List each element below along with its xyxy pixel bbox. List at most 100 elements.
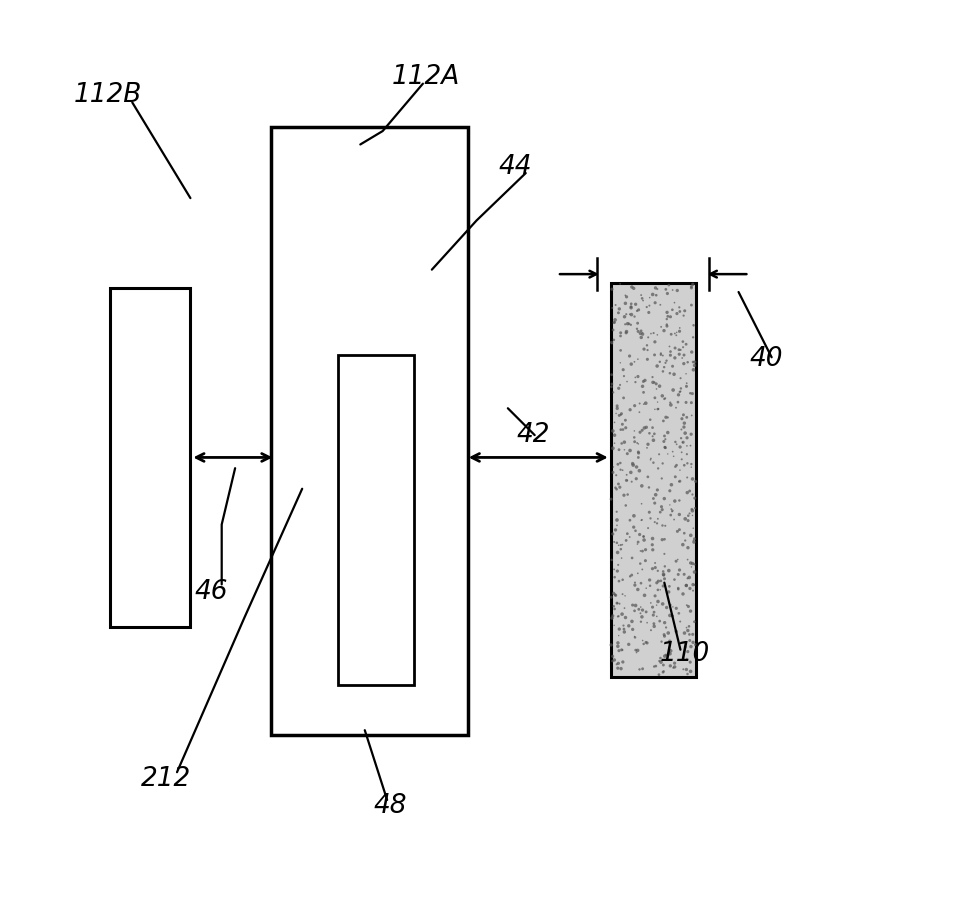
Point (673, 371, 688, 386)
Point (613, 463, 628, 477)
Point (662, 647, 678, 661)
Point (662, 396, 678, 410)
Point (676, 356, 691, 370)
Point (684, 281, 699, 295)
Point (680, 666, 695, 681)
Point (627, 524, 643, 538)
Point (686, 635, 701, 649)
Point (647, 605, 662, 619)
Point (624, 280, 640, 294)
Point (684, 427, 699, 441)
Text: 42: 42 (517, 422, 551, 448)
Point (608, 523, 623, 537)
Point (655, 665, 671, 679)
Point (619, 474, 634, 488)
Point (636, 529, 652, 544)
Point (650, 282, 665, 296)
Point (683, 528, 698, 543)
Point (672, 347, 687, 361)
Point (611, 381, 626, 396)
Point (606, 333, 621, 347)
Point (622, 570, 638, 584)
Point (604, 379, 619, 394)
Point (614, 406, 629, 421)
Point (633, 330, 649, 344)
Point (609, 482, 624, 496)
Point (684, 344, 699, 359)
Point (616, 422, 631, 437)
Point (624, 598, 640, 613)
Point (647, 335, 662, 349)
Point (617, 309, 632, 324)
Point (636, 529, 652, 544)
Point (664, 504, 680, 518)
Point (648, 281, 663, 295)
Point (609, 468, 624, 483)
Point (671, 475, 686, 489)
Point (685, 503, 700, 518)
Text: 46: 46 (195, 579, 228, 605)
Point (615, 607, 630, 622)
Point (612, 622, 627, 636)
Point (617, 488, 632, 502)
Point (610, 609, 625, 623)
Point (636, 374, 652, 388)
Point (612, 597, 627, 611)
Point (684, 640, 699, 654)
Point (669, 437, 685, 451)
Point (611, 538, 626, 553)
Point (672, 304, 687, 318)
Point (629, 436, 645, 450)
Point (619, 474, 635, 488)
Point (618, 610, 633, 624)
Point (638, 553, 653, 568)
Point (659, 319, 675, 334)
Point (611, 442, 626, 457)
Point (653, 346, 669, 361)
Point (615, 643, 630, 658)
Point (668, 625, 684, 640)
Point (635, 293, 651, 308)
Point (613, 456, 628, 470)
Point (633, 576, 649, 590)
Point (672, 440, 687, 454)
Point (651, 583, 666, 597)
Point (622, 443, 638, 457)
Point (638, 635, 653, 649)
Point (613, 407, 628, 422)
Point (687, 638, 703, 652)
Point (687, 475, 703, 489)
Point (624, 475, 640, 489)
Point (652, 614, 667, 628)
Point (645, 543, 660, 557)
Point (625, 623, 641, 637)
Point (637, 373, 653, 388)
Bar (338, 354, 414, 685)
Point (619, 326, 634, 340)
Point (609, 658, 624, 672)
Point (653, 651, 668, 666)
Point (607, 618, 622, 632)
Point (606, 562, 621, 577)
Point (633, 288, 649, 302)
Point (635, 603, 651, 617)
Point (614, 642, 629, 657)
Point (678, 511, 693, 526)
Point (659, 305, 675, 319)
Point (640, 343, 655, 357)
Point (661, 563, 677, 578)
Point (670, 524, 686, 538)
Point (605, 654, 620, 668)
Point (616, 362, 631, 377)
Point (609, 518, 624, 533)
Point (643, 451, 658, 466)
Point (663, 397, 679, 412)
Point (658, 410, 674, 424)
Point (605, 609, 620, 623)
Point (647, 402, 662, 416)
Point (679, 447, 694, 461)
Point (679, 337, 694, 352)
Point (682, 506, 697, 520)
Point (629, 645, 645, 659)
Point (639, 300, 654, 314)
